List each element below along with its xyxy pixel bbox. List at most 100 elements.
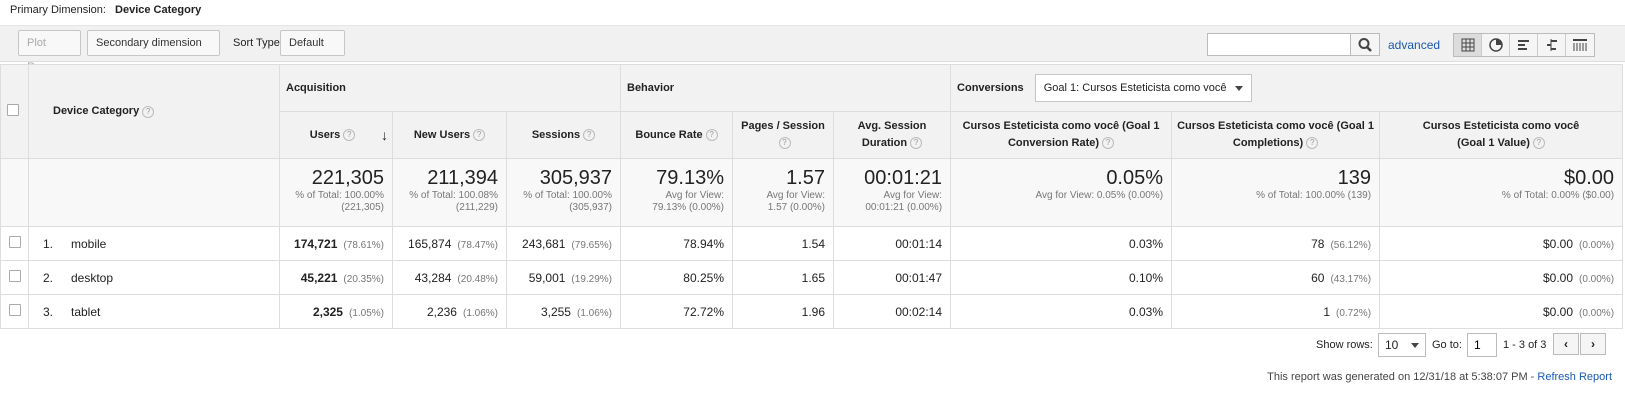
dimension-header-label: Device Category bbox=[53, 105, 140, 118]
goal-select-dropdown[interactable]: Goal 1: Cursos Esteticista como você bbox=[1034, 74, 1252, 102]
column-header-label: (Goal 1 Value) bbox=[1457, 137, 1530, 149]
help-icon[interactable]: ? bbox=[1532, 137, 1545, 150]
help-icon[interactable]: ? bbox=[583, 128, 596, 141]
performance-view-icon[interactable] bbox=[1510, 34, 1538, 56]
cell-value: 00:02:14 bbox=[895, 304, 943, 319]
table-row: 1. mobile 174,721 (78.61%) 165,874 (78.47%) 24… bbox=[0, 226, 1624, 261]
help-icon[interactable]: ? bbox=[910, 137, 923, 150]
cell-value: $0.00 bbox=[1542, 304, 1574, 319]
show-rows-select[interactable]: 10 bbox=[1378, 333, 1426, 357]
column-header-6[interactable]: Cursos Esteticista como você (Goal 1 Conv… bbox=[950, 111, 1173, 159]
show-rows-value: 10 bbox=[1385, 338, 1399, 352]
column-header-0[interactable]: Users? ↓ bbox=[279, 111, 393, 159]
column-header-5[interactable]: Avg. Session Duration? bbox=[832, 111, 952, 159]
column-header-3[interactable]: Bounce Rate? bbox=[620, 111, 733, 159]
cell-value: 2,325 bbox=[312, 304, 343, 319]
pivot-view-icon[interactable] bbox=[1566, 34, 1594, 56]
cell-percent: (20.35%) bbox=[343, 273, 384, 285]
help-icon[interactable]: ? bbox=[142, 105, 155, 118]
cell-value: $0.00 bbox=[1542, 270, 1574, 285]
total-cell: 00:01:21 Avg for View: 00:01:21 (0.00%) bbox=[832, 158, 952, 227]
row-checkbox[interactable] bbox=[8, 270, 21, 282]
total-subtext: Avg for View: bbox=[665, 190, 724, 201]
column-header-4[interactable]: Pages / Session? bbox=[732, 111, 834, 159]
row-checkbox[interactable] bbox=[8, 236, 21, 248]
cell-percent: (1.05%) bbox=[348, 307, 384, 319]
total-value: 79.13% bbox=[656, 167, 724, 189]
pie-view-icon[interactable] bbox=[1482, 34, 1510, 56]
total-subtext: % of Total: 100.08% bbox=[409, 190, 498, 201]
row-checkbox-cell bbox=[0, 226, 29, 261]
table-view-icon[interactable] bbox=[1454, 34, 1482, 56]
total-value: $0.00 bbox=[1563, 167, 1615, 189]
report-table: Device Category? Acquisition Behavior Co… bbox=[0, 64, 1624, 329]
cell-value: 2,236 bbox=[426, 304, 457, 319]
device-category-link[interactable]: mobile bbox=[71, 236, 107, 251]
help-icon[interactable]: ? bbox=[1306, 137, 1319, 150]
column-header-7[interactable]: Cursos Esteticista como você (Goal 1 Comp… bbox=[1171, 111, 1381, 159]
goal-select-value: Goal 1: Cursos Esteticista como você bbox=[1043, 82, 1227, 94]
plot-rows-button[interactable]: Plot Rows bbox=[18, 30, 81, 73]
help-icon[interactable]: ? bbox=[473, 128, 486, 141]
advanced-filter-link[interactable]: advanced bbox=[1388, 38, 1441, 52]
device-category-link[interactable]: desktop bbox=[71, 270, 114, 285]
sort-type-label: Sort Type: bbox=[233, 37, 283, 49]
table-cell: $0.00 (0.00%) bbox=[1379, 294, 1624, 329]
sort-desc-icon[interactable]: ↓ bbox=[381, 126, 388, 143]
table-cell: 1.96 bbox=[732, 294, 834, 329]
total-subtext: % of Total: 100.00% (139) bbox=[1256, 190, 1372, 201]
sort-type-dropdown[interactable]: Default bbox=[280, 30, 345, 70]
next-page-button[interactable]: › bbox=[1580, 333, 1606, 355]
goto-page-input[interactable] bbox=[1467, 333, 1497, 357]
prev-page-button[interactable]: ‹ bbox=[1553, 333, 1579, 355]
cell-value: 3,255 bbox=[540, 304, 571, 319]
total-value: 0.05% bbox=[1106, 167, 1164, 189]
behavior-group-header: Behavior bbox=[619, 64, 952, 112]
cell-value: 174,721 bbox=[294, 236, 338, 251]
comparison-view-icon[interactable] bbox=[1538, 34, 1566, 56]
cell-value: 60 bbox=[1311, 270, 1325, 285]
total-subtext: 79.13% (0.00%) bbox=[652, 202, 724, 213]
table-cell: 0.03% bbox=[950, 226, 1173, 261]
total-cell: 1.57 Avg for View: 1.57 (0.00%) bbox=[732, 158, 834, 227]
column-header-2[interactable]: Sessions? bbox=[506, 111, 621, 159]
row-checkbox[interactable] bbox=[8, 304, 21, 316]
secondary-dimension-label: Secondary dimension bbox=[96, 37, 202, 49]
search-button[interactable] bbox=[1350, 33, 1380, 56]
total-value: 305,937 bbox=[539, 167, 612, 189]
cell-value: 0.10% bbox=[1129, 270, 1164, 285]
column-header-label: Bounce Rate bbox=[635, 128, 703, 141]
secondary-dimension-dropdown[interactable]: Secondary dimension bbox=[87, 30, 220, 70]
table-cell: $0.00 (0.00%) bbox=[1379, 226, 1624, 261]
cell-percent: (79.65%) bbox=[571, 239, 612, 251]
table-cell: 165,874 (78.47%) bbox=[392, 226, 507, 261]
total-cell: 211,394% of Total: 100.08% (211,229) bbox=[392, 158, 507, 227]
column-header-1[interactable]: New Users? bbox=[392, 111, 507, 159]
help-icon[interactable]: ? bbox=[705, 128, 718, 141]
help-icon[interactable]: ? bbox=[778, 137, 791, 150]
help-icon[interactable]: ? bbox=[343, 128, 356, 141]
column-header-label: Users bbox=[309, 128, 341, 141]
total-value: 211,394 bbox=[427, 167, 498, 189]
total-subtext: % of Total: 100.00% bbox=[523, 190, 612, 201]
cell-value: 1.65 bbox=[801, 270, 825, 285]
dimension-header[interactable]: Device Category? bbox=[28, 64, 280, 159]
table-search-input[interactable] bbox=[1207, 33, 1351, 56]
totals-dimension-cell bbox=[28, 158, 280, 227]
table-cell: 1.54 bbox=[732, 226, 834, 261]
row-checkbox-cell bbox=[0, 260, 29, 295]
cell-value: 165,874 bbox=[408, 236, 452, 251]
column-header-8[interactable]: Cursos Esteticista como você (Goal 1 Valu… bbox=[1379, 111, 1624, 159]
select-all-checkbox[interactable] bbox=[7, 104, 19, 116]
total-subtext: 1.57 (0.00%) bbox=[767, 202, 825, 213]
table-cell: 0.03% bbox=[950, 294, 1173, 329]
help-icon[interactable]: ? bbox=[1102, 137, 1115, 150]
column-header-label: Conversion Rate) bbox=[1007, 137, 1100, 149]
table-cell: 00:01:14 bbox=[832, 226, 952, 261]
total-cell: 221,305% of Total: 100.00% (221,305) bbox=[279, 158, 393, 227]
column-header-label: Pages / Session bbox=[741, 120, 825, 132]
device-category-link[interactable]: tablet bbox=[71, 304, 101, 319]
total-subtext: Avg for View: 0.05% (0.00%) bbox=[1035, 190, 1164, 201]
refresh-report-link[interactable]: Refresh Report bbox=[1537, 371, 1612, 383]
cell-value: $0.00 bbox=[1542, 236, 1574, 251]
